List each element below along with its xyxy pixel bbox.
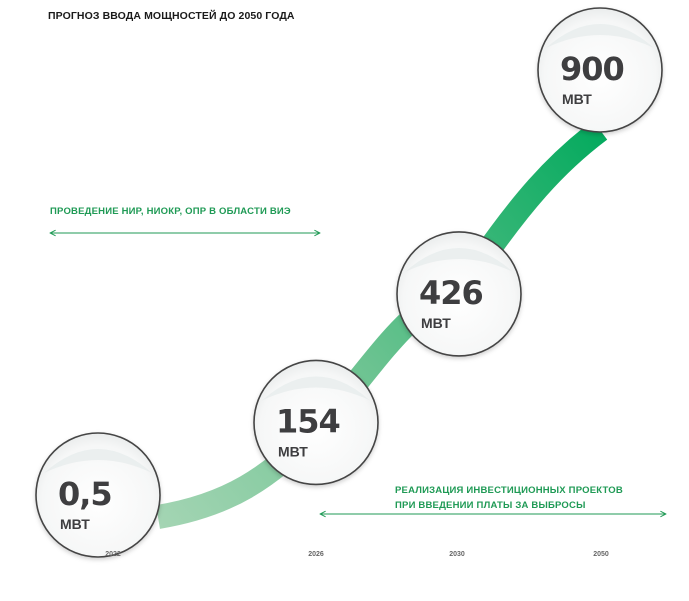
chart-title: ПРОГНОЗ ВВОДА МОЩНОСТЕЙ ДО 2050 ГОДА: [48, 10, 295, 22]
x-tick-label-2022: 2022: [105, 551, 121, 558]
data-label-value: 426: [419, 274, 483, 312]
data-label-value: 900: [560, 50, 624, 88]
bubble-highlight: [44, 449, 152, 473]
bubble-highlight: [546, 24, 654, 48]
data-label-unit: МВТ: [278, 443, 308, 459]
bubble-highlight: [405, 247, 513, 272]
x-tick-label-2026: 2026: [308, 551, 324, 558]
data-point-2026: 154 МВТ: [253, 359, 379, 486]
annotation-research: ПРОВЕДЕНИЕ НИР, НИОКР, ОПР В ОБЛАСТИ ВИЭ: [50, 204, 291, 219]
annotation-research-line-1: ПРОВЕДЕНИЕ НИР, НИОКР, ОПР В ОБЛАСТИ ВИЭ: [50, 206, 291, 217]
data-point-2050: 900 МВТ: [537, 7, 663, 133]
data-label-unit: МВТ: [562, 91, 592, 107]
data-label-value: 0,5: [58, 475, 112, 513]
annotation-investment: РЕАЛИЗАЦИЯ ИНВЕСТИЦИОННЫХ ПРОЕКТОВ ПРИ В…: [395, 483, 623, 513]
data-point-2022: 0,5 МВТ: [35, 432, 161, 558]
x-tick-label-2030: 2030: [449, 551, 465, 558]
series-line: [155, 120, 608, 529]
annotation-investment-line-2: ПРИ ВВЕДЕНИИ ПЛАТЫ ЗА ВЫБРОСЫ: [395, 500, 586, 511]
bubble-highlight: [262, 376, 370, 401]
data-label-unit: МВТ: [421, 315, 451, 331]
data-point-2030: 426 МВТ: [396, 231, 522, 357]
x-tick-label-2050: 2050: [593, 551, 609, 558]
data-label-value: 154: [276, 402, 340, 440]
annotation-investment-line-1: РЕАЛИЗАЦИЯ ИНВЕСТИЦИОННЫХ ПРОЕКТОВ: [395, 485, 623, 496]
data-label-unit: МВТ: [60, 516, 90, 532]
